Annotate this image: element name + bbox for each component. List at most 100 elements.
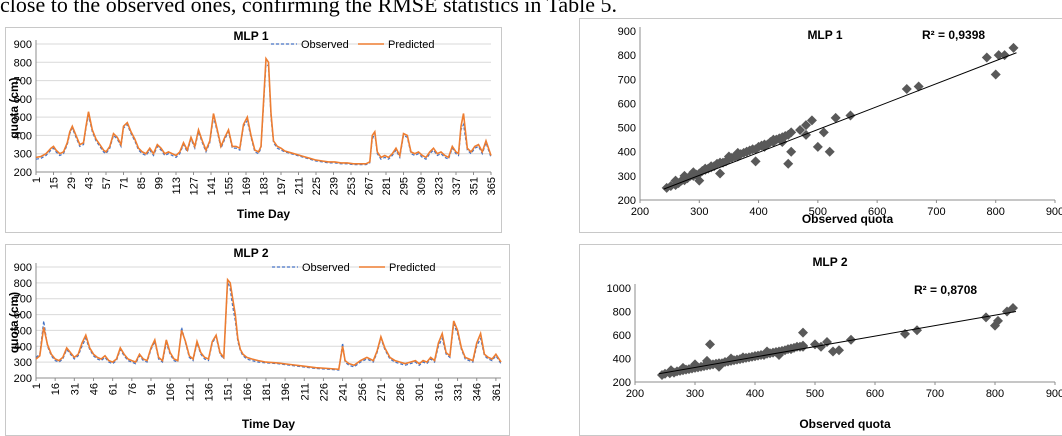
scatter-point xyxy=(705,339,715,350)
x-tick-label: 365 xyxy=(486,177,498,195)
scatter-point xyxy=(981,52,992,63)
x-tick-label: 295 xyxy=(399,177,411,195)
y-tick-label: 900 xyxy=(618,26,636,38)
x-tick-label: 211 xyxy=(299,383,311,401)
x-tick-label: 600 xyxy=(866,388,884,400)
scatter-point xyxy=(750,156,761,167)
scatter-point xyxy=(786,344,796,355)
scatter-point xyxy=(999,50,1010,61)
x-tick-label: 197 xyxy=(276,177,288,195)
scatter-point xyxy=(824,146,835,157)
scatter-point xyxy=(777,137,788,148)
x-tick-label: 43 xyxy=(84,177,96,189)
x-tick-label: 346 xyxy=(472,383,484,401)
scatter-point xyxy=(912,325,922,336)
scatter-point xyxy=(720,156,731,167)
x-tick-label: 31 xyxy=(69,383,81,395)
scatter-point xyxy=(1008,302,1018,313)
x-tick-label: 300 xyxy=(686,388,704,400)
x-tick-label: 316 xyxy=(433,383,445,401)
scatter-point xyxy=(913,81,924,92)
series-line-predicted xyxy=(35,56,492,165)
scatter-point xyxy=(750,351,760,362)
y-tick-label: 1000 xyxy=(607,283,631,295)
x-tick-label: 241 xyxy=(338,383,350,401)
caption-text: close to the observed ones, confirming t… xyxy=(0,0,618,17)
x-tick-label: 16 xyxy=(50,383,62,395)
scatter-point xyxy=(706,161,717,172)
scatter-point xyxy=(768,134,779,145)
x-tick-label: 200 xyxy=(631,206,649,218)
scatter-point xyxy=(702,355,712,366)
x-tick-label: 1 xyxy=(31,383,43,389)
y-tick-label: 800 xyxy=(613,307,631,319)
line-chart-mlp1: MLP 1 200 300 400 500 600 700 800 900 1 15 29 43 57 71… xyxy=(7,29,498,221)
scatter-point xyxy=(834,345,844,356)
x-tick-label: 15 xyxy=(49,177,61,189)
line-chart-panel-mlp2: MLP 2 200 300 400 500 600 700 800 900 1 16 31 46 61 76… xyxy=(5,244,510,436)
x-tick-label: 57 xyxy=(101,177,113,189)
x-tick-label: 323 xyxy=(434,177,446,195)
y-tick-label: 500 xyxy=(14,112,32,124)
y-tick-label: 700 xyxy=(14,294,32,306)
line-chart-panel-mlp1: MLP 1 200 300 400 500 600 700 800 900 1 15 29 43 57 71… xyxy=(5,27,502,233)
y-tick-label: 300 xyxy=(14,149,32,161)
scatter-point xyxy=(738,352,748,363)
x-tick-label: 169 xyxy=(241,177,253,195)
x-tick-label: 29 xyxy=(66,177,78,189)
scatter-point xyxy=(901,83,912,94)
x-axis-label: Observed quota xyxy=(799,417,891,431)
x-axis-label: Time Day xyxy=(237,207,290,221)
y-tick-label: 500 xyxy=(14,325,32,337)
scatter-point xyxy=(846,334,856,345)
x-tick-label: 281 xyxy=(381,177,393,195)
x-tick-label: 700 xyxy=(927,206,945,218)
x-tick-label: 301 xyxy=(414,383,426,401)
scatter-point xyxy=(993,50,1004,61)
x-tick-label: 337 xyxy=(451,177,463,195)
x-tick-label: 286 xyxy=(395,383,407,401)
x-tick-label: 106 xyxy=(165,383,177,401)
x-tick-label: 127 xyxy=(189,177,201,195)
y-tick-label: 600 xyxy=(613,330,631,342)
x-tick-label: 400 xyxy=(746,388,764,400)
y-tick-label: 800 xyxy=(618,50,636,62)
legend-label-predicted: Predicted xyxy=(388,39,434,51)
scatter-point xyxy=(801,120,811,131)
y-tick-label: 400 xyxy=(613,354,631,366)
x-tick-label: 900 xyxy=(1046,388,1062,400)
x-tick-label: 271 xyxy=(376,383,388,401)
x-tick-label: 239 xyxy=(329,177,341,195)
x-tick-label: 61 xyxy=(108,383,120,395)
x-tick-label: 99 xyxy=(154,177,166,189)
y-tick-label: 400 xyxy=(14,341,32,353)
y-tick-label: 300 xyxy=(618,171,636,183)
chart-title: MLP 2 xyxy=(233,246,268,260)
scatter-point xyxy=(688,167,699,178)
scatter-point xyxy=(666,365,676,376)
scatter-point xyxy=(700,163,711,174)
x-tick-label: 267 xyxy=(364,177,376,195)
x-tick-label: 85 xyxy=(136,177,148,189)
x-tick-label: 1 xyxy=(31,177,43,183)
scatter-chart-mlp1: MLP 1 200 300 400 500 600 700 800 900 200 300 400 50… xyxy=(618,26,1062,226)
x-tick-label: 166 xyxy=(242,383,254,401)
y-tick-label: 900 xyxy=(14,39,32,51)
y-tick-label: 500 xyxy=(618,123,636,135)
scatter-chart-mlp2: MLP 2 200 400 600 800 1000 200 300 400 500 600 700 8… xyxy=(607,255,1062,431)
y-tick-label: 400 xyxy=(14,130,32,142)
y-tick-label: 200 xyxy=(14,373,32,385)
scatter-point xyxy=(812,141,823,152)
x-tick-label: 181 xyxy=(261,383,273,401)
scatter-point xyxy=(795,124,806,135)
chart-title: MLP 1 xyxy=(233,29,268,43)
x-axis-label: Observed quota xyxy=(802,212,894,226)
scatter-point xyxy=(798,327,808,338)
x-tick-label: 600 xyxy=(868,206,886,218)
y-tick-label: 700 xyxy=(618,74,636,86)
r-squared-annotation: R² = 0,9398 xyxy=(922,28,985,42)
x-tick-label: 256 xyxy=(357,383,369,401)
x-tick-label: 151 xyxy=(223,383,235,401)
y-tick-label: 400 xyxy=(618,147,636,159)
x-tick-label: 300 xyxy=(690,206,708,218)
